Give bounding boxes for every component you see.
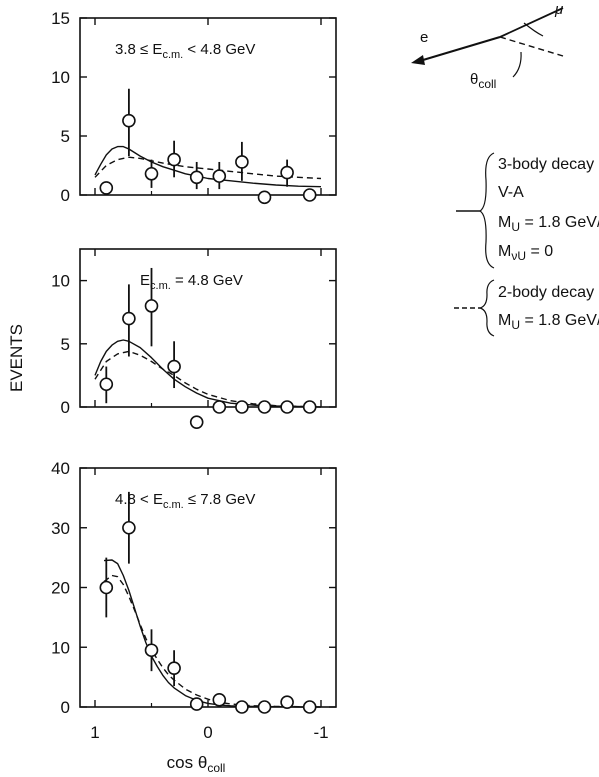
angle-arc-bottom (512, 51, 522, 78)
muon-track (499, 7, 564, 38)
legend-solid-line1: 3-body decay (498, 156, 594, 173)
data-point (302, 700, 317, 714)
y-tick-label: 0 (61, 186, 70, 205)
three-body-curve (103, 559, 321, 708)
data-point (257, 400, 272, 414)
panels: 0 5 10 15 3.8 ≤ Ec.m. < 4.8 GeV 0 5 10 Ec.m. = 4… (51, 9, 337, 717)
theta-coll-label: θcoll (470, 71, 496, 91)
data-point (212, 693, 227, 707)
data-point (99, 580, 114, 595)
data-point (235, 400, 249, 414)
chart-panel-2: 0 5 10 Ec.m. = 4.8 GeV (51, 248, 337, 429)
legend-solid-line3: MU = 1.8 GeV/c2 (498, 209, 599, 234)
data-point (122, 311, 136, 326)
data-point (302, 188, 317, 202)
legend-dashed-line2: MU = 1.8 GeV/c2 (498, 307, 599, 332)
angle-diagram: e μ θcoll (411, 1, 564, 91)
data-point (280, 165, 294, 180)
legend-solid-entry: 3-body decay V-A MU = 1.8 GeV/c2 MνU = 0 (456, 152, 599, 269)
angle-arc-top (523, 22, 544, 37)
legend-solid-brace (478, 152, 495, 269)
two-body-curve (103, 574, 322, 708)
y-tick-label: 15 (51, 9, 70, 28)
chart-panel-1: 0 5 10 15 3.8 ≤ Ec.m. < 4.8 GeV (51, 9, 337, 205)
muon-label: μ (554, 1, 563, 18)
data-point (257, 700, 272, 714)
y-tick-label: 20 (51, 579, 70, 598)
data-point (167, 359, 181, 374)
data-point (167, 152, 181, 167)
legend-dashed-line1: 2-body decay (498, 284, 594, 301)
electron-arrowhead (411, 55, 425, 65)
y-tick-label: 0 (61, 398, 70, 417)
x-tick-label: -1 (313, 723, 328, 742)
legend-solid-line4: MνU = 0 (498, 243, 553, 263)
y-tick-label: 30 (51, 519, 70, 538)
data-point (144, 166, 159, 181)
data-point (144, 643, 159, 658)
electron-label: e (420, 29, 428, 46)
y-tick-label: 10 (51, 272, 70, 291)
data-point (280, 695, 294, 710)
data-point (99, 181, 114, 195)
legend-dashed-brace (477, 279, 495, 337)
data-point (257, 190, 272, 205)
legend-solid-line2: V-A (498, 184, 524, 201)
two-body-curve (94, 156, 322, 180)
panel-energy-label: 4.8 < Ec.m. ≤ 7.8 GeV (115, 491, 255, 511)
y-tick-label: 10 (51, 638, 70, 657)
data-point (189, 415, 204, 429)
data-point (167, 661, 181, 675)
data-point (212, 169, 227, 183)
y-axis-label: EVENTS (7, 324, 26, 392)
legend-dashed-entry: 2-body decay MU = 1.8 GeV/c2 (454, 279, 599, 337)
y-tick-label: 10 (51, 68, 70, 87)
chart-panel-3: 0 10 20 30 40 4.8 < Ec.m. ≤ 7.8 GeV (51, 459, 337, 717)
three-body-curve (94, 145, 322, 188)
data-point (122, 520, 136, 535)
data-point (99, 377, 114, 392)
panel-energy-label: Ec.m. = 4.8 GeV (140, 272, 243, 292)
data-point (189, 697, 204, 711)
x-tick-label: 1 (90, 723, 99, 742)
data-point (235, 155, 249, 169)
data-point (212, 400, 227, 414)
y-tick-label: 5 (61, 127, 70, 146)
data-point (122, 113, 136, 128)
data-point (302, 400, 317, 414)
y-tick-label: 0 (61, 698, 70, 717)
data-point (189, 170, 204, 185)
collinear-extension (499, 36, 564, 57)
data-point (144, 299, 159, 313)
x-axis-label: cos θcoll (167, 753, 226, 775)
y-tick-label: 5 (61, 335, 70, 354)
x-tick-label: 0 (203, 723, 212, 742)
panel-energy-label: 3.8 ≤ Ec.m. < 4.8 GeV (115, 41, 255, 61)
electron-track (422, 36, 501, 61)
data-point (235, 700, 249, 714)
y-tick-label: 40 (51, 459, 70, 478)
data-point (280, 400, 294, 414)
